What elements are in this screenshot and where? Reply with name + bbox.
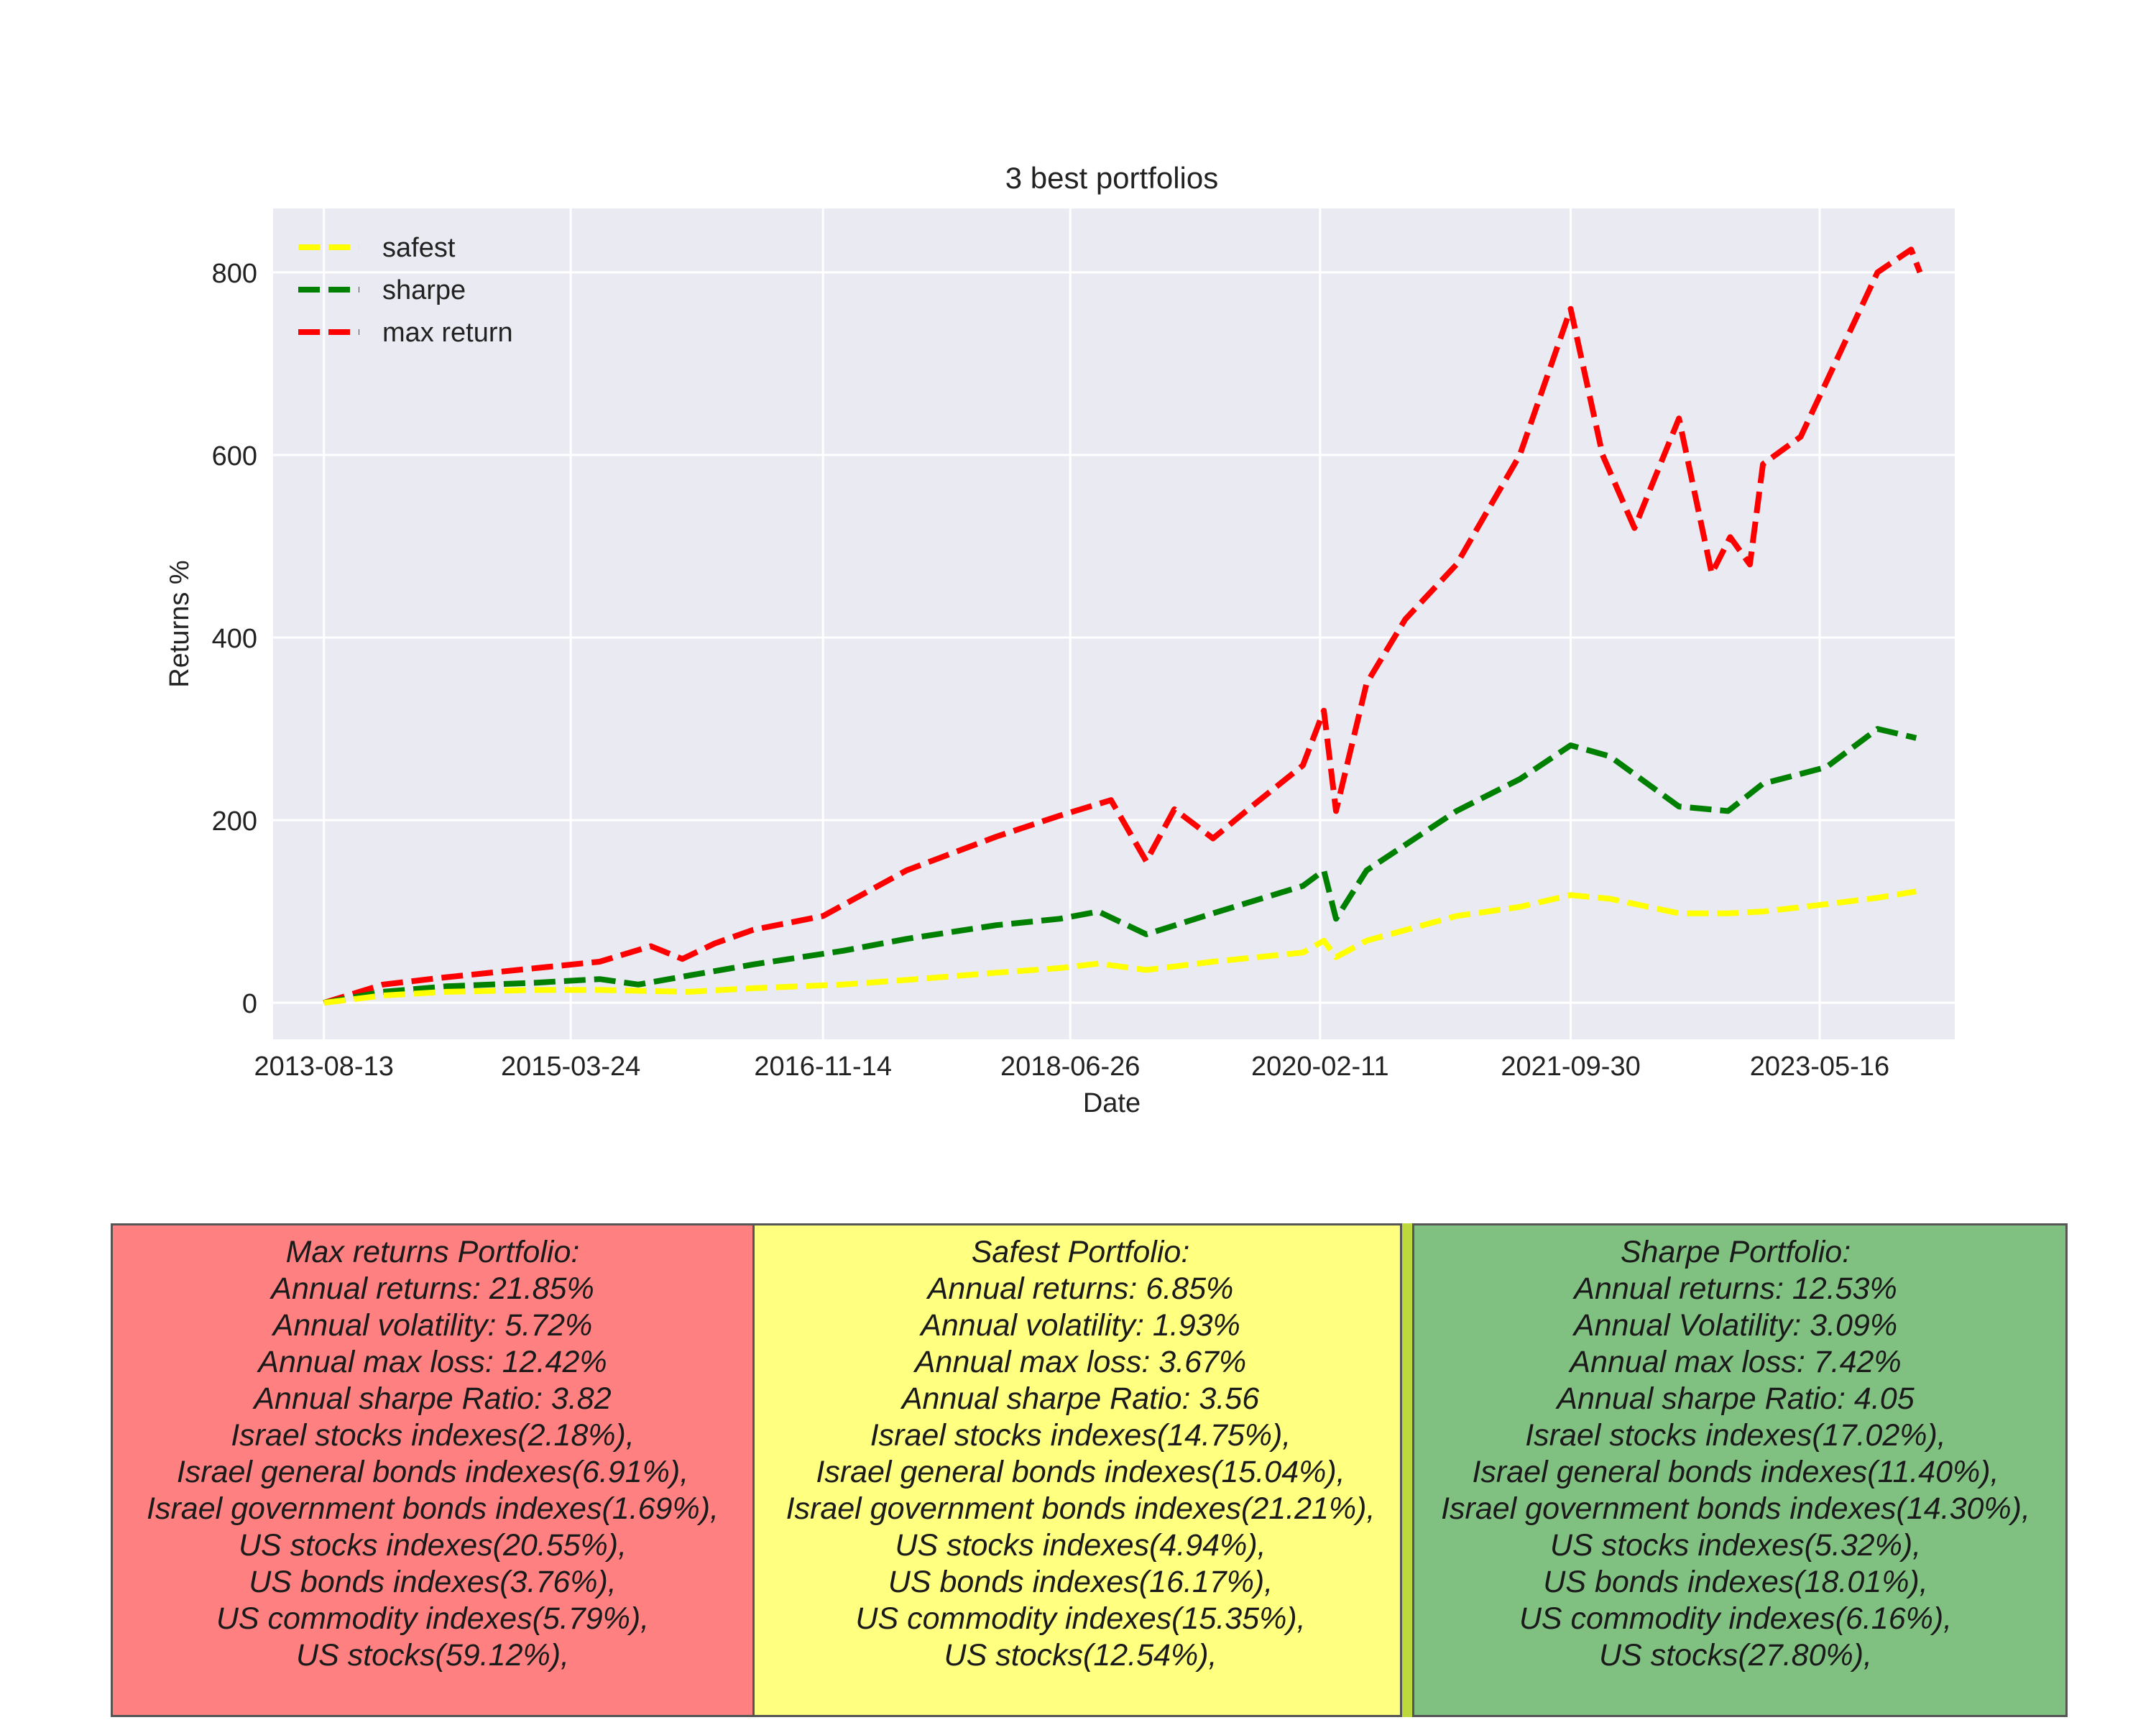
portfolio-chart: 0 200 400 600 800 2013-08-13 2015-03-24 2016-11…: [165, 161, 1955, 1118]
box-line: Israel general bonds indexes(6.91%),: [176, 1455, 689, 1489]
x-tick-label: 2023-05-16: [1750, 1052, 1889, 1082]
x-tick-label: 2015-03-24: [501, 1052, 640, 1082]
safest-portfolio-box: Safest Portfolio: Annual returns: 6.85% An…: [752, 1223, 1409, 1717]
legend-label: safest: [382, 233, 456, 263]
max-returns-portfolio-box: Max returns Portfolio: Annual returns: 21…: [111, 1223, 755, 1717]
x-tick-label: 2020-02-11: [1251, 1052, 1389, 1082]
x-tick-label: 2021-09-30: [1501, 1052, 1640, 1082]
legend: safest sharpe max return: [298, 233, 513, 348]
chart-title: 3 best portfolios: [1005, 161, 1219, 195]
box-line: US stocks(27.80%),: [1599, 1638, 1872, 1673]
box-line: US stocks indexes(4.94%),: [895, 1528, 1266, 1563]
box-line: US commodity indexes(15.35%),: [855, 1601, 1306, 1636]
series-layer: [323, 247, 1923, 1006]
box-line: Annual Volatility: 3.09%: [1573, 1308, 1898, 1343]
box-line: Israel general bonds indexes(15.04%),: [816, 1455, 1345, 1489]
box-line: Annual returns: 21.85%: [271, 1271, 594, 1306]
box-line: Safest Portfolio:: [971, 1235, 1190, 1269]
box-line: US bonds indexes(3.76%),: [249, 1565, 617, 1599]
sharpe-portfolio-box: Sharpe Portfolio: Annual returns: 12.53% A…: [1404, 1223, 2068, 1717]
y-tick-label: 400: [212, 624, 257, 654]
x-tick-label: 2018-06-26: [1000, 1052, 1140, 1082]
box-line: Israel general bonds indexes(11.40%),: [1472, 1455, 1999, 1489]
box-line: Annual volatility: 1.93%: [921, 1308, 1240, 1343]
box-line: Israel government bonds indexes(14.30%),: [1441, 1491, 2030, 1526]
y-axis-label: Returns %: [165, 560, 195, 687]
grid-lines: [273, 208, 1955, 1039]
box-line: Israel government bonds indexes(21.21%),: [786, 1491, 1376, 1526]
box-line: Sharpe Portfolio:: [1620, 1235, 1851, 1269]
box-line: Annual volatility: 5.72%: [272, 1308, 593, 1343]
box-line: US commodity indexes(5.79%),: [216, 1601, 650, 1636]
box-overlap-band: [1400, 1223, 1414, 1717]
box-line: Annual max loss: 12.42%: [258, 1345, 607, 1379]
legend-label: max return: [382, 318, 513, 348]
box-line: Israel stocks indexes(14.75%),: [870, 1418, 1291, 1453]
y-tick-label: 200: [212, 806, 257, 837]
series-line-safest: [323, 888, 1917, 1006]
box-line: US stocks indexes(5.32%),: [1549, 1528, 1922, 1563]
box-line: US stocks(59.12%),: [296, 1638, 569, 1673]
x-tick-label: 2016-11-14: [754, 1052, 892, 1082]
x-axis-label: Date: [1083, 1088, 1141, 1118]
box-line: Annual returns: 6.85%: [927, 1271, 1234, 1306]
box-line: US commodity indexes(6.16%),: [1519, 1601, 1953, 1636]
box-line: Annual sharpe Ratio: 3.56: [901, 1381, 1260, 1416]
box-line: Israel stocks indexes(17.02%),: [1525, 1418, 1946, 1453]
box-line: US stocks(12.54%),: [944, 1638, 1217, 1673]
box-line: Israel government bonds indexes(1.69%),: [147, 1491, 719, 1526]
y-tick-label: 0: [242, 989, 257, 1019]
plot-area: [273, 208, 1955, 1039]
x-tick-label: 2013-08-13: [254, 1052, 393, 1082]
box-line: US bonds indexes(18.01%),: [1543, 1565, 1928, 1599]
box-line: Annual max loss: 7.42%: [1570, 1345, 1902, 1379]
box-line: Annual sharpe Ratio: 3.82: [254, 1381, 612, 1416]
y-tick-label: 800: [212, 259, 257, 289]
box-line: Max returns Portfolio:: [285, 1235, 580, 1269]
series-line-max-return: [323, 247, 1923, 1006]
series-line-sharpe: [323, 726, 1917, 1006]
box-line: Annual returns: 12.53%: [1574, 1271, 1897, 1306]
legend-label: sharpe: [382, 275, 466, 305]
box-line: Annual max loss: 3.67%: [914, 1345, 1247, 1379]
y-tick-label: 600: [212, 441, 257, 472]
box-line: US bonds indexes(16.17%),: [888, 1565, 1273, 1599]
box-line: Israel stocks indexes(2.18%),: [231, 1418, 635, 1453]
box-line: Annual sharpe Ratio: 4.05: [1557, 1381, 1915, 1416]
axis-ticks: 0 200 400 600 800 2013-08-13 2015-03-24 2016-11…: [212, 259, 1890, 1082]
box-line: US stocks indexes(20.55%),: [238, 1528, 627, 1563]
